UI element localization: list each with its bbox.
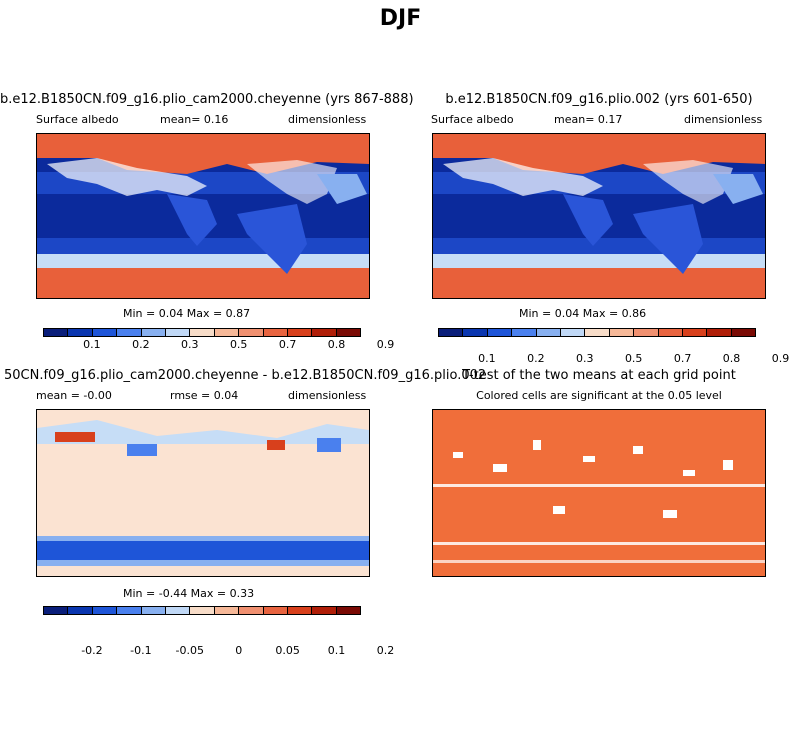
panel2-colorbar-tick-label: 0.3	[576, 352, 594, 365]
panel3-colorbar-swatch	[263, 607, 288, 614]
panel1-colorbar-swatch	[312, 329, 337, 336]
panel2-colorbar-swatch	[707, 329, 732, 336]
panel1-variable: Surface albedo	[36, 113, 119, 126]
panel3-colorbar-swatch	[44, 607, 69, 614]
panel3-colorbar-tick-label: -0.05	[175, 644, 204, 657]
panel1-minmax: Min = 0.04 Max = 0.87	[123, 307, 251, 320]
panel2-colorbar-tick-label: 0.2	[527, 352, 545, 365]
panel4-title: T-test of the two means at each grid poi…	[462, 368, 736, 383]
panel3-colorbar-tick-label: 0.05	[275, 644, 300, 657]
panel1-colorbar-swatch	[214, 329, 240, 336]
panel2-minmax: Min = 0.04 Max = 0.86	[519, 307, 647, 320]
panel2-colorbar-tick-label: 0.5	[624, 352, 643, 365]
panel3-colorbar-swatch	[92, 607, 118, 614]
panel4-map	[432, 409, 766, 577]
panel1-colorbar-tick-label: 0.9	[376, 338, 395, 351]
panel3-colorbar-swatch	[336, 607, 361, 614]
panel2-units: dimensionless	[684, 113, 763, 126]
panel2-variable: Surface albedo	[431, 113, 514, 126]
panel3-colorbar-tick-label: -0.2	[81, 644, 103, 657]
panel3-minmax: Min = -0.44 Max = 0.33	[123, 587, 255, 600]
panel3-colorbar-swatch	[117, 607, 142, 614]
panel3-colorbar-swatch	[68, 607, 93, 614]
panel1-title: b.e12.B1850CN.f09_g16.plio_cam2000.cheye…	[0, 92, 414, 107]
panel2-colorbar-swatch	[536, 329, 561, 336]
panel1-colorbar-swatch	[141, 329, 166, 336]
panel3-mean: mean = -0.00	[36, 389, 112, 402]
panel1-map	[36, 133, 370, 299]
panel2-colorbar-swatch	[585, 329, 610, 336]
panel2-colorbar-swatch	[609, 329, 635, 336]
panel1-colorbar-swatch	[263, 329, 288, 336]
panel3-colorbar-swatch	[141, 607, 166, 614]
panel1-colorbar-swatch	[92, 329, 118, 336]
panel2-colorbar-swatch	[658, 329, 683, 336]
panel1-colorbar-tick-label: 0.7	[278, 338, 297, 351]
panel2-colorbar-tick-label: 0.1	[478, 352, 496, 365]
panel1-colorbar-tick-label: 0.5	[229, 338, 248, 351]
panel3-units: dimensionless	[288, 389, 367, 402]
panel2-colorbar	[438, 328, 756, 337]
panel1-colorbar	[43, 328, 361, 337]
panel1-colorbar-tick-label: 0.8	[327, 338, 346, 351]
panel1-units: dimensionless	[288, 113, 367, 126]
panel1-colorbar-labels: 0.1 0.2 0.3 0.5 0.7 0.8 0.9	[43, 338, 394, 352]
panel1-colorbar-swatch	[68, 329, 93, 336]
panel1-colorbar-swatch	[44, 329, 69, 336]
panel1-mean: mean= 0.16	[160, 113, 229, 126]
panel2-mean: mean= 0.17	[554, 113, 623, 126]
panel3-colorbar-swatch	[287, 607, 313, 614]
panel2-colorbar-tick-label: 0.7	[673, 352, 692, 365]
panel2-colorbar-labels: 0.1 0.2 0.3 0.5 0.7 0.8 0.9	[438, 352, 789, 366]
panel2-map	[432, 133, 766, 299]
panel2-title: b.e12.B1850CN.f09_g16.plio.002 (yrs 601-…	[445, 92, 753, 107]
figure-title: DJF	[379, 6, 422, 31]
panel3-colorbar-tick-label: 0.2	[376, 644, 395, 657]
panel1-colorbar-swatch	[239, 329, 264, 336]
panel1-colorbar-swatch	[190, 329, 215, 336]
panel2-colorbar-swatch	[560, 329, 586, 336]
panel1-colorbar-swatch	[336, 329, 361, 336]
panel3-colorbar-tick-label: -0.1	[130, 644, 152, 657]
panel1-colorbar-tick-label: 0.1	[83, 338, 101, 351]
panel1-colorbar-swatch	[117, 329, 142, 336]
panel1-colorbar-swatch	[287, 329, 313, 336]
panel2-colorbar-swatch	[463, 329, 488, 336]
panel2-colorbar-swatch	[634, 329, 659, 336]
panel1-colorbar-swatch	[165, 329, 191, 336]
panel3-colorbar-tick-label: 0	[235, 644, 243, 657]
panel3-colorbar-swatch	[214, 607, 240, 614]
panel4-subtitle: Colored cells are significant at the 0.0…	[476, 389, 722, 402]
panel2-colorbar-swatch	[512, 329, 537, 336]
panel3-title: 50CN.f09_g16.plio_cam2000.cheyenne - b.e…	[4, 368, 487, 383]
panel3-colorbar-swatch	[190, 607, 215, 614]
panel3-colorbar-swatch	[165, 607, 191, 614]
panel1-colorbar-tick-label: 0.3	[181, 338, 199, 351]
panel2-colorbar-tick-label: 0.9	[771, 352, 790, 365]
panel3-map	[36, 409, 370, 577]
panel2-colorbar-swatch	[731, 329, 756, 336]
panel3-colorbar-tick-label: 0.1	[327, 644, 346, 657]
panel3-colorbar-labels: -0.2 -0.1 -0.05 0 0.05 0.1 0.2	[43, 644, 394, 658]
panel2-colorbar-swatch	[439, 329, 464, 336]
panel3-colorbar	[43, 606, 361, 615]
panel2-colorbar-swatch	[682, 329, 708, 336]
panel3-colorbar-swatch	[239, 607, 264, 614]
panel3-rmse: rmse = 0.04	[170, 389, 239, 402]
panel2-colorbar-swatch	[487, 329, 513, 336]
panel2-colorbar-tick-label: 0.8	[722, 352, 741, 365]
panel1-colorbar-tick-label: 0.2	[132, 338, 150, 351]
panel3-colorbar-swatch	[312, 607, 337, 614]
